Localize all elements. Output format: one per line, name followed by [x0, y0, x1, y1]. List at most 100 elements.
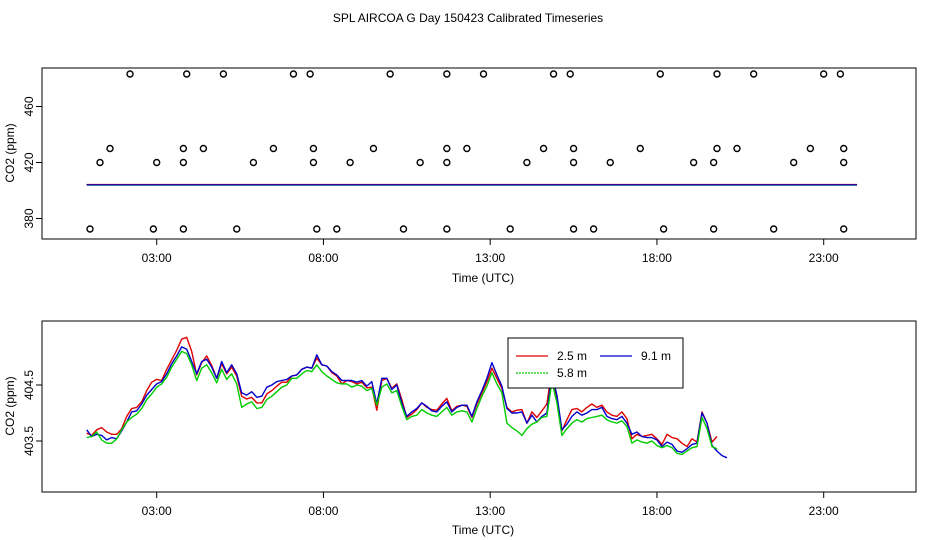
legend-label-9-1m: 9.1 m [641, 349, 671, 363]
scatter-point [313, 225, 321, 233]
scatter-point [713, 144, 721, 153]
scatter-point [569, 225, 578, 233]
scatter-point [733, 144, 741, 153]
top-series-lines [86, 183, 858, 186]
series-line-2-5-m [86, 336, 718, 448]
scatter-point [309, 144, 318, 153]
scatter-point [820, 70, 828, 78]
legend: 2.5 m 9.1 m 5.8 m [507, 337, 684, 389]
legend-label-2-5m: 2.5 m [557, 349, 587, 363]
x-tick-label: 13:00 [475, 251, 505, 265]
x-tick-label: 23:00 [809, 504, 839, 518]
series-line-5-8-m [86, 350, 718, 456]
scatter-point [106, 144, 114, 153]
scatter-point [789, 158, 798, 167]
scatter-point [840, 158, 848, 167]
scatter-point [606, 158, 614, 167]
top-ylabel: CO2 (ppm) [3, 123, 17, 182]
legend-label-5-8m: 5.8 m [557, 366, 587, 380]
bottom-x-axis: 03:00 08:00 13:00 18:00 23:00 [142, 492, 839, 518]
y-tick-label: 404.5 [22, 370, 36, 400]
y-tick-label: 420 [22, 152, 36, 172]
scatter-point [443, 144, 451, 153]
x-tick-label: 03:00 [142, 251, 172, 265]
scatter-point [309, 158, 318, 167]
scatter-point [523, 158, 531, 167]
scatter-point [369, 144, 378, 153]
bottom-y-axis: 403.5 404.5 [22, 370, 42, 456]
scatter-point [386, 70, 394, 78]
scatter-point [836, 70, 845, 78]
scatter-point [479, 70, 488, 78]
scatter-point [506, 225, 514, 233]
scatter-point [219, 70, 228, 78]
bottom-ylabel: CO2 (ppm) [3, 376, 17, 435]
series-line-9-1-m [86, 346, 728, 459]
x-tick-label: 03:00 [142, 504, 172, 518]
x-tick-label: 23:00 [809, 251, 839, 265]
scatter-point [149, 225, 158, 233]
scatter-point [689, 158, 698, 167]
scatter-point [152, 158, 161, 167]
scatter-point [840, 144, 848, 153]
bottom-plot-frame [41, 320, 917, 493]
top-panel-scatter: Time (UTC) CO2 (ppm) 03:00 08:00 13:00 18:0… [3, 67, 917, 285]
scatter-point [289, 70, 298, 78]
scatter-point [179, 225, 188, 233]
x-tick-label: 13:00 [475, 504, 505, 518]
scatter-point [126, 70, 134, 78]
y-tick-label: 460 [22, 96, 36, 116]
scatter-point [346, 158, 354, 167]
figure-title: SPL AIRCOA G Day 150423 Calibrated Times… [333, 11, 603, 25]
scatter-point [806, 144, 815, 153]
scatter-point [749, 70, 758, 78]
top-points [86, 70, 848, 233]
scatter-point [566, 70, 574, 78]
top-plot-frame [41, 67, 917, 240]
scatter-point [179, 158, 188, 167]
scatter-point [443, 225, 451, 233]
scatter-point [86, 225, 94, 233]
scatter-point [840, 225, 848, 233]
y-tick-label: 380 [22, 208, 36, 228]
y-tick-label: 403.5 [22, 426, 36, 456]
scatter-point [709, 225, 718, 233]
scatter-point [709, 158, 718, 167]
bottom-panel-lines: Time (UTC) CO2 (ppm) 03:00 08:00 13:00 18:0… [3, 320, 917, 537]
scatter-point [179, 144, 188, 153]
scatter-point [269, 144, 278, 153]
scatter-point [539, 144, 548, 153]
scatter-point [249, 158, 258, 167]
scatter-point [233, 225, 241, 233]
scatter-point [199, 144, 208, 153]
x-tick-label: 18:00 [642, 504, 672, 518]
scatter-point [569, 144, 578, 153]
scatter-point [443, 70, 451, 78]
scatter-point [569, 158, 578, 167]
scatter-point [399, 225, 408, 233]
top-y-axis: 380 420 460 [22, 96, 42, 229]
x-tick-label: 08:00 [308, 251, 338, 265]
scatter-point [656, 70, 664, 78]
scatter-point [333, 225, 341, 233]
x-tick-label: 18:00 [642, 251, 672, 265]
bottom-xlabel: Time (UTC) [452, 523, 514, 537]
scatter-point [443, 158, 451, 167]
scatter-point [306, 70, 314, 78]
top-x-axis: 03:00 08:00 13:00 18:00 23:00 [142, 239, 839, 265]
bottom-series [86, 336, 728, 459]
scatter-point [769, 225, 778, 233]
scatter-point [416, 158, 424, 167]
scatter-point [183, 70, 191, 78]
scatter-point [96, 158, 104, 167]
top-xlabel: Time (UTC) [452, 271, 514, 285]
legend-box [507, 337, 684, 389]
scatter-point [636, 144, 644, 153]
scatter-point [713, 70, 721, 78]
scatter-point [463, 144, 471, 153]
scatter-point [549, 70, 558, 78]
scatter-point [589, 225, 598, 233]
scatter-point [659, 225, 668, 233]
x-tick-label: 08:00 [308, 504, 338, 518]
